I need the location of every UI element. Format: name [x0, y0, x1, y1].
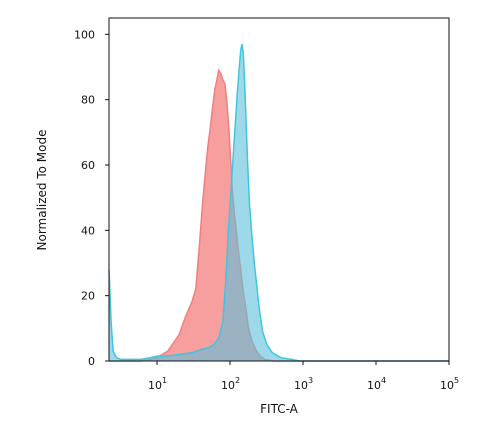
- y-tick-label: 80: [81, 94, 95, 107]
- ticks-layer: 0 20 40 60 80 100 101 102 103 104 105: [74, 28, 459, 392]
- x-tick-label: 101: [148, 376, 167, 392]
- x-tick-label: 103: [294, 376, 313, 392]
- y-tick-label: 20: [81, 290, 95, 303]
- x-tick-label: 104: [367, 376, 386, 392]
- series-1-area: [109, 70, 449, 362]
- x-tick-label: 102: [221, 376, 240, 392]
- y-tick-label: 100: [74, 28, 95, 41]
- series-1-line: [109, 68, 449, 362]
- y-tick-label: 60: [81, 159, 95, 172]
- y-tick-label: 0: [88, 355, 95, 368]
- y-axis-title: Normalized To Mode: [35, 129, 49, 250]
- series-2-line: [108, 43, 449, 362]
- x-tick-label: 105: [440, 376, 459, 392]
- x-axis-title: FITC-A: [260, 402, 299, 416]
- series-layer: [108, 43, 449, 362]
- series-2-area: [109, 44, 449, 361]
- plot-frame: [108, 17, 450, 362]
- y-tick-label: 40: [81, 224, 95, 237]
